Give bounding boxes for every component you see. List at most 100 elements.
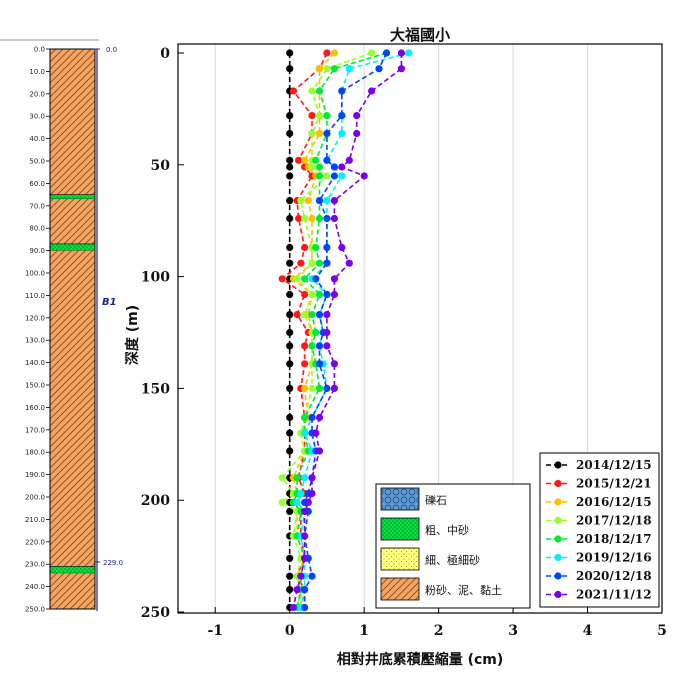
log-tick-label: 40.0 (29, 135, 45, 143)
data-point (286, 49, 294, 57)
data-point (301, 554, 309, 562)
data-point (345, 259, 353, 267)
log-tick-label: 0.0 (34, 46, 45, 54)
data-point (315, 214, 324, 223)
legend-marker (554, 479, 562, 488)
data-point (289, 603, 297, 612)
x-tick-label: -1 (207, 623, 223, 639)
legend-label: 2014/12/15 (576, 458, 652, 472)
lithology-layer (49, 566, 96, 574)
data-point (323, 214, 331, 223)
log-tick-label: 100.0 (25, 270, 45, 278)
data-point (301, 243, 309, 252)
data-point (301, 214, 309, 223)
data-point (315, 447, 324, 455)
data-point (323, 197, 331, 205)
lithology-label: 粉砂、泥、黏土 (425, 583, 502, 597)
lithology-layer (50, 49, 95, 195)
data-point (289, 87, 297, 95)
data-point (315, 172, 324, 180)
data-point (301, 156, 309, 164)
data-point (308, 112, 316, 120)
data-point (338, 87, 346, 95)
data-point (286, 197, 294, 205)
data-point (353, 112, 361, 120)
data-point (286, 342, 294, 350)
data-point (323, 311, 331, 319)
data-point (301, 290, 309, 299)
y-tick-label: 150 (141, 381, 170, 397)
data-point (286, 413, 294, 422)
log-tick-label: 110.0 (25, 292, 45, 300)
log-tick-label: 190.0 (25, 471, 45, 479)
data-point (301, 586, 309, 594)
data-point (286, 259, 294, 267)
data-point (286, 328, 294, 337)
log-tick-label: 50.0 (29, 158, 45, 166)
data-point (330, 290, 338, 299)
lithology-label: 細、極細砂 (425, 553, 480, 567)
data-point (304, 197, 312, 205)
log-tick-label: 30.0 (29, 113, 45, 121)
y-axis-ticks: 0 50 100 150 200 250 (141, 46, 184, 621)
data-point (323, 65, 331, 73)
well-top-label: 0.0 (106, 46, 117, 54)
y-tick-label: 200 (141, 493, 170, 509)
log-tick-label: 10.0 (29, 68, 45, 76)
lithology-swatch (380, 577, 420, 601)
data-point (286, 384, 294, 392)
data-point (382, 49, 391, 57)
log-depth-ticks: 0.0 10.0 20.0 30.0 40.0 50.0 60.0 70.0 80.0 90.0 1… (25, 46, 50, 614)
log-tick-label: 140.0 (25, 359, 45, 367)
data-point (330, 163, 338, 171)
data-point (301, 429, 309, 437)
data-point (315, 112, 324, 120)
data-point (286, 572, 294, 580)
series-legend-box (539, 452, 660, 608)
data-point (338, 172, 346, 180)
data-point (330, 214, 338, 223)
data-point (301, 603, 309, 612)
data-point (312, 429, 320, 437)
legend-label: 2017/12/18 (576, 514, 652, 528)
data-point (308, 413, 316, 422)
data-point (368, 49, 376, 57)
data-point (323, 243, 331, 252)
data-point (315, 259, 324, 267)
legend-marker (554, 553, 562, 562)
data-point (338, 243, 346, 252)
data-point (405, 49, 413, 57)
data-point (293, 311, 301, 319)
data-point (323, 384, 331, 392)
x-tick-label: 4 (583, 623, 593, 639)
log-tick-label: 210.0 (25, 516, 45, 524)
series-legend: 2014/12/15 2015/12/21 2016/12/15 2017/12/18… (539, 452, 660, 608)
data-point (308, 214, 316, 223)
data-point (368, 87, 376, 95)
data-point (301, 384, 309, 392)
data-point (315, 163, 324, 171)
lithology-swatch (380, 487, 420, 511)
log-tick-label: 200.0 (25, 494, 45, 502)
plot-frame (177, 43, 663, 614)
data-point (308, 290, 316, 299)
data-point (312, 328, 320, 337)
lithology-layer (49, 194, 96, 200)
data-point (315, 87, 324, 95)
lithology-label: 礫石 (425, 493, 447, 507)
data-point (286, 163, 294, 171)
data-point (286, 290, 294, 299)
y-axis-label: 深度 (m) (124, 305, 141, 365)
data-point (308, 129, 316, 138)
data-point (286, 243, 294, 252)
data-point (330, 65, 338, 73)
log-tick-label: 160.0 (25, 404, 45, 412)
data-point (297, 259, 305, 267)
data-point (286, 156, 294, 164)
data-point (293, 586, 301, 594)
data-point (323, 49, 331, 57)
log-tick-label: 180.0 (25, 449, 45, 457)
data-point (330, 197, 338, 205)
data-point (312, 275, 320, 283)
